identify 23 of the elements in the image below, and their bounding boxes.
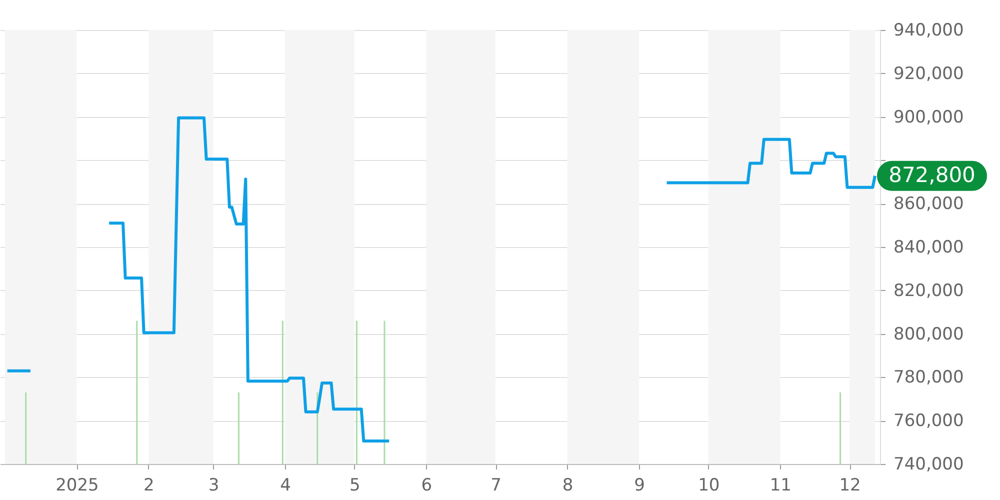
x-tick-label: 7 (490, 476, 502, 496)
x-tick-label: 2 (144, 476, 154, 496)
x-tick-label: 3 (208, 476, 220, 496)
y-tick-label: 780,000 (894, 368, 964, 388)
y-tick-label: 920,000 (894, 64, 964, 84)
x-tick-label: 9 (634, 476, 645, 496)
x-tick-label: 10 (698, 476, 720, 496)
y-tick-label: 840,000 (894, 238, 964, 258)
y-tick-label: 740,000 (894, 454, 964, 474)
y-tick-label: 940,000 (894, 20, 964, 40)
x-tick-label: 12 (839, 476, 861, 496)
y-tick-label: 900,000 (894, 107, 964, 128)
x-tick-label: 4 (280, 476, 291, 496)
annotation: 872,800 (888, 162, 976, 187)
x-tick-label: 2025 (56, 476, 99, 496)
x-tick-label: 8 (562, 476, 574, 496)
y-tick-label: 860,000 (894, 194, 964, 214)
y-tick-label: 760,000 (894, 411, 964, 432)
y-tick-label: 820,000 (894, 280, 964, 301)
x-tick-label: 5 (349, 476, 360, 496)
x-tick-label: 6 (421, 476, 432, 496)
y-tick-label: 800,000 (894, 324, 964, 344)
x-tick-label: 11 (770, 476, 792, 496)
